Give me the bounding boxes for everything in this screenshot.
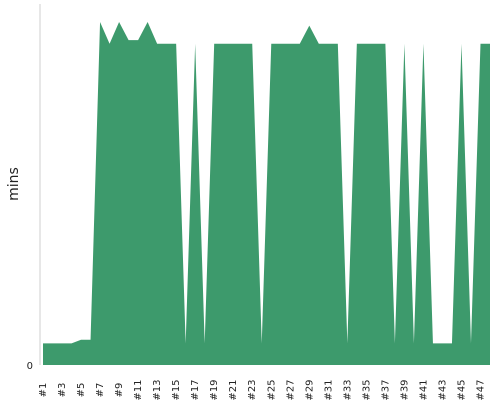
x-tick-label: #25 [266,379,277,400]
series-area [43,22,490,366]
x-tick-label: #43 [437,379,448,400]
y-tick-label: 0 [27,361,33,372]
x-tick-label: #19 [209,379,220,400]
x-tick-label: #35 [361,379,372,400]
x-tick-label: #9 [114,383,125,398]
x-tick-label: #29 [304,379,315,400]
x-tick-label: #39 [399,379,410,400]
x-tick-label: #11 [133,379,144,400]
x-tick-label: #27 [285,379,296,400]
x-tick-label: #5 [76,383,87,398]
x-tick-label: #17 [190,379,201,400]
x-tick-label: #45 [456,379,467,400]
x-tick-label: #1 [38,383,49,398]
x-tick-label: #31 [323,379,334,400]
x-tick-label: #7 [95,383,106,398]
x-tick-label: #13 [152,379,163,400]
x-tick-label: #21 [228,379,239,400]
x-tick-label: #15 [171,379,182,400]
x-tick-label: #47 [475,379,486,400]
x-tick-label: #37 [380,379,391,400]
x-tick-labels: #1 #3 #5 #7 #9 #11 #13 #15 #17 #19 #21 #23 #25 #27 #29… [38,379,486,400]
x-tick-label: #23 [247,379,258,400]
x-tick-label: #33 [342,379,353,400]
y-tick-labels: 0 [27,361,33,372]
x-tick-label: #41 [418,379,429,400]
y-axis-title: mins [6,167,22,201]
plot-area [43,22,490,366]
x-tick-label: #3 [57,383,68,398]
